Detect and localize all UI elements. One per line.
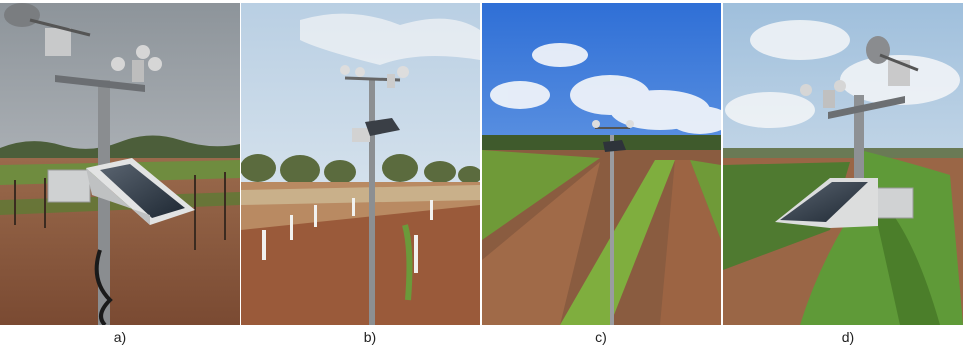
- photo-b: [241, 3, 480, 325]
- photo-c: [482, 3, 721, 325]
- photo-a: [0, 3, 240, 325]
- panel-label: c): [595, 329, 607, 345]
- panel-label: d): [842, 329, 854, 345]
- panel-label: b): [364, 329, 376, 345]
- photo-d: [723, 3, 963, 325]
- panel-label: a): [114, 329, 126, 345]
